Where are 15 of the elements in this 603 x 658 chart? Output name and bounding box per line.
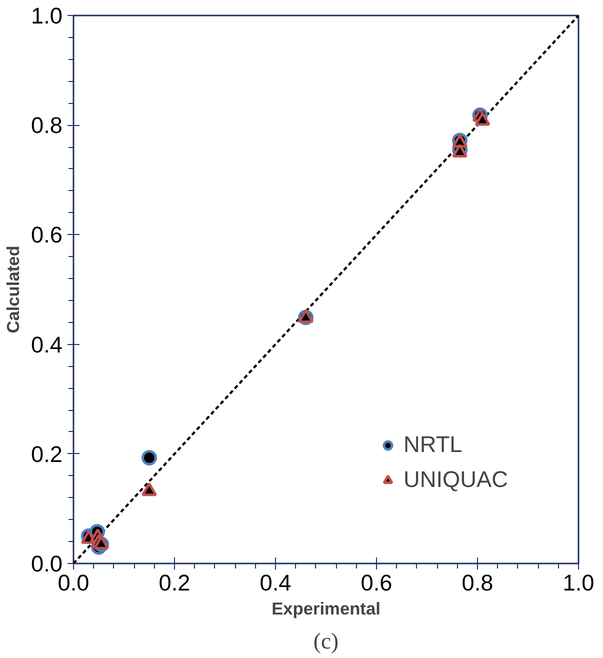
y-tick-label: 0.4 [31,331,63,358]
legend-label: UNIQUAC [404,466,508,493]
y-axis-title: Calculated [3,246,24,334]
y-tick-label: 1.0 [31,2,63,28]
x-tick-label: 0.2 [158,570,190,596]
text: (c) [313,628,339,654]
x-tick-label: 1.0 [562,570,594,596]
x-tick-label: 0.4 [260,570,292,596]
legend-label: NRTL [404,431,462,458]
y-tick-label: 0.6 [31,222,63,248]
x-tick-label: 0.6 [360,570,392,596]
x-axis-title: Experimental [272,598,380,618]
x-tick-label: 0.8 [462,570,494,596]
y-tick-label: 0.8 [31,112,63,138]
y-tick-label: 0.2 [31,440,63,467]
